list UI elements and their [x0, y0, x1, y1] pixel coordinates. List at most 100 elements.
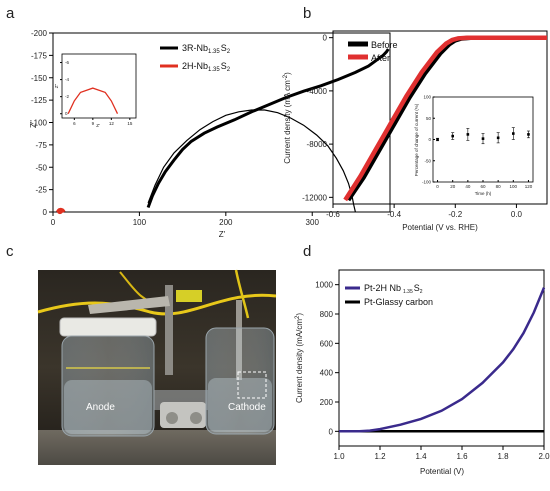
photo-yellow-clip — [176, 290, 202, 302]
panel-b-inset-xtick-label: 60 — [480, 184, 486, 189]
panel-b-inset-points — [436, 127, 530, 145]
panel-b-inset-point — [436, 138, 439, 141]
panel-a-ytick-label: -200 — [31, 29, 48, 38]
panel-d-ylabel: Current density (mA/cm2) — [295, 313, 304, 403]
panel-d-xtick-label: 2.0 — [538, 452, 550, 461]
panel-a-inset-xtick-label: 15 — [127, 121, 133, 126]
panel-a-xtick-label: 300 — [306, 218, 320, 227]
panel-a-inset: 6 9 12 15 -6 -4 -2 0 Z' Z'' — [54, 53, 137, 128]
panel-b-inset-ytick-label: -50 — [424, 158, 431, 163]
panel-b-inset-point — [451, 134, 454, 138]
panel-a-inset-xtick-label: 9 — [92, 121, 95, 126]
panel-b-inset-xtick-label: 0 — [436, 184, 439, 189]
panel-a-xtick-label: 0 — [51, 218, 56, 227]
panel-b-chart: -0.6 -0.4 -0.2 0.0 0 -4000 -8000 -12000 Potenti… — [283, 30, 548, 232]
panel-b-inset-point — [481, 137, 485, 140]
panel-d-ytick-label: 200 — [320, 398, 334, 407]
panel-a-fit-curve — [147, 109, 356, 213]
panel-a-ytick-label: -75 — [35, 141, 47, 150]
panel-d-legend-label-1: Pt-2H Nb 1.35S2 — [364, 283, 423, 295]
panel-letter-d: d — [303, 243, 311, 260]
panel-b-frame — [332, 30, 548, 205]
panel-b-lines — [343, 35, 547, 202]
panel-letter-b: b — [303, 5, 311, 22]
photo-anode-cap — [59, 317, 157, 337]
panel-d-xlabel: Potential (V) — [420, 467, 464, 476]
panel-b-xlabel: Potential (V vs. RHE) — [402, 223, 478, 232]
panel-a-inset-xtick-label: 12 — [109, 121, 115, 126]
panel-d-xtick-label: 1.4 — [415, 452, 427, 461]
panel-b-inset-point — [512, 132, 515, 135]
photo-anode-label: Anode — [86, 402, 115, 413]
panel-a-series-2h-marker — [56, 208, 63, 215]
panel-d-series-nbs-line — [339, 287, 546, 433]
panel-b-inset-xtick-label: 120 — [525, 184, 533, 189]
panel-d-ticks: 1.0 1.2 1.4 1.6 1.8 2.0 0 200 400 600 800 1000 — [315, 281, 550, 461]
panel-a-inset-curve — [67, 87, 119, 114]
panel-a-ticks: 0 100 200 300 -200 -175 -150 -125 -100 -75 -50 -25 0 — [31, 29, 319, 227]
panel-letter-a: a — [6, 5, 15, 22]
panel-b-inset-ytick-label: 100 — [423, 95, 431, 100]
panel-b-ytick-label: 0 — [323, 34, 328, 43]
panel-a-xtick-label: 200 — [219, 218, 233, 227]
panel-b-inset-ytick-label: 50 — [426, 116, 432, 121]
panel-b-inset-xtick-label: 40 — [465, 184, 471, 189]
panel-a-chart: 0 100 200 300-200-175-150-125-100-75-50-250… — [29, 29, 391, 239]
panel-a-ytick-label: 0 — [43, 208, 48, 217]
photo-clamp-knob-1 — [166, 412, 178, 424]
panel-a-ytick-label: -100 — [31, 119, 48, 128]
panel-b-ytick-label: -8000 — [307, 140, 328, 149]
panel-a-inset-frame — [61, 53, 137, 119]
photo-stand-rod — [165, 285, 173, 375]
panel-a-xlabel: Z' — [219, 230, 226, 239]
panel-b-ticks: -0.6 -0.4 -0.2 0.0 0 -4000 -8000 -12000 — [302, 34, 522, 219]
panel-a-xtick-label: 100 — [133, 218, 147, 227]
panel-d-ytick-label: 800 — [320, 310, 334, 319]
panel-b-ytick-label: -4000 — [307, 87, 328, 96]
photo-cable-1 — [37, 293, 277, 316]
photo-cathode-highlight-box — [237, 371, 267, 399]
panel-b-legend-label-1: Before — [371, 40, 398, 50]
panel-b-series-after-line — [343, 35, 547, 202]
panel-b-inset: 0 20 40 60 80 100 120 100 50 0 -50 -100 Time (h) Pe… — [414, 95, 534, 196]
panel-b-xtick-label: 0.0 — [511, 210, 523, 219]
panel-letter-c: c — [6, 243, 14, 260]
panel-d-ytick-label: 1000 — [315, 281, 333, 290]
photo-cable-3 — [234, 269, 250, 319]
panel-b-inset-point — [527, 133, 530, 136]
panel-a-ylabel: Z'' — [29, 120, 38, 128]
panel-b-xtick-label: -0.4 — [387, 210, 401, 219]
panel-a-inset-xlabel: Z' — [96, 123, 100, 128]
panel-a-ytick-label: -150 — [31, 74, 48, 83]
panel-b-ylabel: Current density (mA cm-2) — [283, 72, 292, 164]
panel-a-inset-xtick-label: 6 — [73, 121, 76, 126]
panel-d-ytick-label: 400 — [320, 369, 334, 378]
photo-anode-liquid — [64, 380, 152, 434]
panel-d-ytick-label: 0 — [329, 427, 334, 436]
panel-d-xtick-label: 1.8 — [497, 452, 509, 461]
panel-a-inset-ytick-label: -4 — [65, 77, 69, 82]
panel-a-inset-ytick-label: -2 — [65, 94, 69, 99]
panel-b-ytick-label: -12000 — [302, 193, 327, 202]
photo-anode-jar — [61, 335, 155, 437]
panel-d-chart: 1.0 1.2 1.4 1.6 1.8 2.0 0 200 400 600 800 1000 Pote… — [295, 269, 550, 476]
panel-d-frame — [338, 269, 545, 447]
panel-d-xtick-label: 1.0 — [333, 452, 345, 461]
panel-b-inset-ytick-label: -100 — [422, 180, 432, 185]
panel-d-xtick-label: 1.2 — [374, 452, 386, 461]
panel-b-inset-xtick-label: 100 — [510, 184, 518, 189]
panel-c-photo: Anode Cathode — [37, 269, 277, 465]
panel-a-inset-ticks: 6 9 12 15 -6 -4 -2 0 — [60, 60, 133, 126]
panel-b-xtick-label: -0.6 — [326, 210, 340, 219]
panel-a-legend-label-1: 3R-Nb1.35S2 — [182, 43, 231, 55]
panel-b-inset-xtick-label: 80 — [496, 184, 502, 189]
photo-clamp-arm — [88, 296, 170, 314]
photo-clamp-knob-2 — [190, 412, 202, 424]
panel-d-xtick-label: 1.6 — [456, 452, 468, 461]
panel-a-ytick-label: -25 — [35, 186, 47, 195]
panel-a-ytick-label: -50 — [35, 163, 47, 172]
photo-cathode-jar — [205, 327, 275, 435]
panel-a-series-3r-line — [146, 48, 390, 209]
